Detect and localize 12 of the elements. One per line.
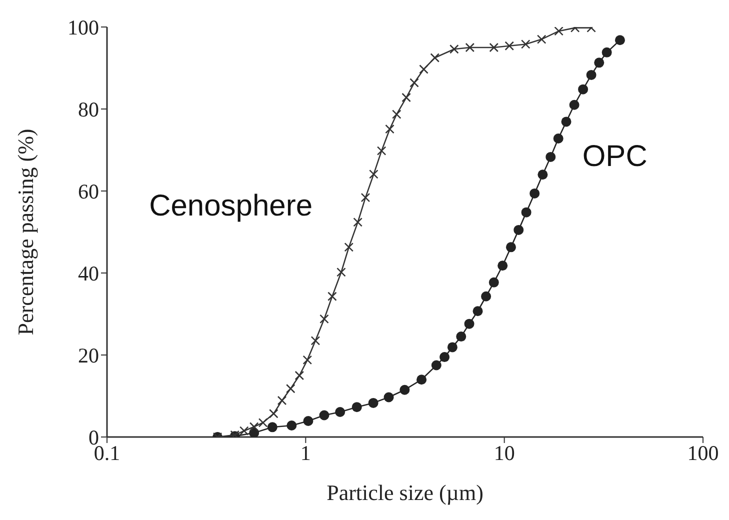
- x-tick-label: 1: [300, 440, 311, 465]
- y-tick-label: 100: [68, 15, 99, 40]
- y-tick-label: 80: [78, 97, 99, 122]
- y-tick-label: 40: [78, 261, 99, 286]
- x-axis-title: Particle size (µm): [326, 480, 484, 505]
- series-label: Cenosphere: [149, 189, 313, 222]
- y-tick-label: 20: [78, 343, 99, 368]
- x-tick-label: 100: [687, 440, 719, 465]
- y-tick-label: 60: [78, 179, 99, 204]
- series-label: OPC: [582, 140, 648, 174]
- x-tick-label: 10: [494, 440, 515, 465]
- y-axis-title: Percentage passing (%): [12, 128, 38, 336]
